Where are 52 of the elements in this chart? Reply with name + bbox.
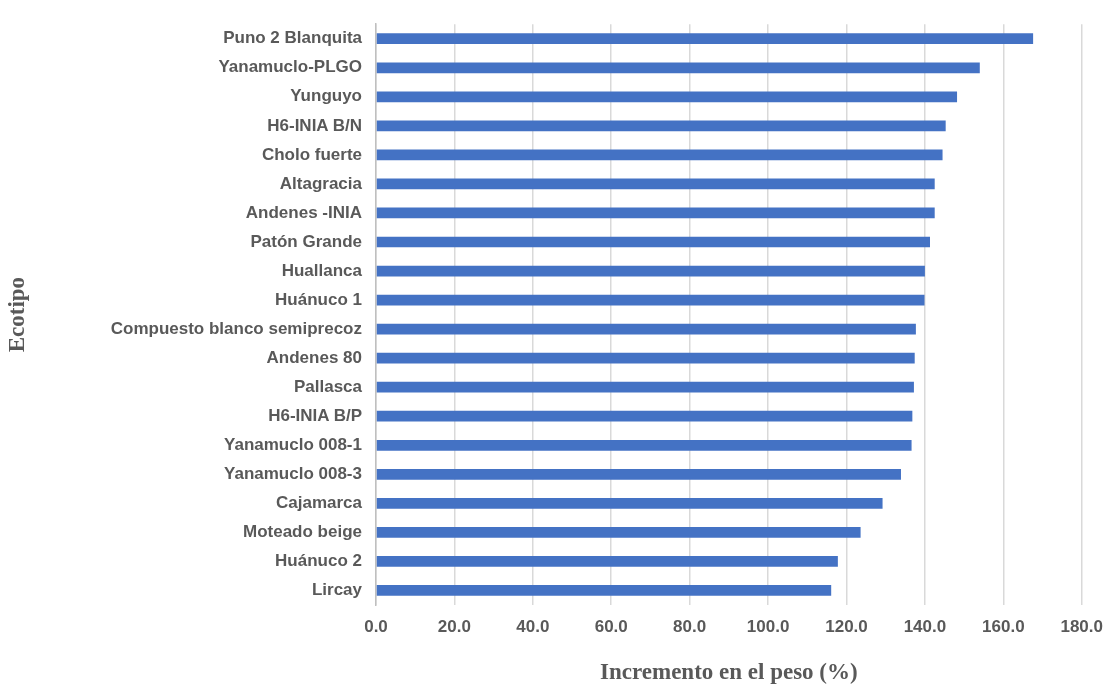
y-tick-label: Huánuco 2 [275, 551, 362, 571]
bar [376, 381, 914, 393]
x-tick-label: 120.0 [825, 616, 868, 636]
bar [376, 294, 925, 306]
y-tick-label: H6-INIA B/N [267, 115, 362, 135]
bar [376, 556, 838, 567]
bar [376, 149, 943, 161]
y-tick-label: Patón Grande [250, 231, 362, 251]
y-tick-label: Cholo fuerte [261, 144, 362, 164]
bar [376, 352, 915, 364]
y-axis-title: Ecotipo [3, 276, 29, 353]
x-tick-label: 40.0 [516, 616, 550, 636]
bar [376, 120, 946, 132]
x-tick-label: 160.0 [982, 616, 1025, 636]
y-tick-label: Puno 2 Blanquita [223, 28, 363, 48]
bar [376, 91, 958, 103]
y-tick-label: Yanamuclo 008-3 [224, 464, 362, 484]
x-tick-label: 20.0 [437, 616, 471, 636]
y-tick-label: Yunguyo [290, 86, 362, 106]
bar [376, 236, 930, 248]
bar [376, 207, 935, 219]
y-tick-label: Yanamuclo 008-1 [224, 434, 362, 454]
y-tick-label: Andenes -INIA [245, 202, 362, 222]
bar [376, 62, 980, 74]
bar [376, 527, 861, 538]
bar [376, 265, 925, 277]
y-tick-label: Huallanca [281, 260, 363, 280]
bar [376, 178, 935, 190]
x-axis-title: Incremento en el peso (%) [600, 659, 858, 685]
bar [376, 410, 913, 422]
y-tick-label: Lircay [311, 580, 363, 600]
bar [376, 439, 912, 451]
x-tick-label: 100.0 [746, 616, 790, 636]
y-tick-label: Compuesto blanco semiprecoz [110, 318, 362, 338]
bar [376, 585, 832, 596]
bar [376, 33, 1034, 45]
x-tick-label: 80.0 [673, 616, 707, 636]
y-tick-label: Huánuco 1 [275, 289, 362, 309]
y-tick-label: Yanamuclo-PLGO [218, 57, 362, 77]
bar [376, 323, 916, 335]
bar [376, 468, 901, 480]
x-tick-label: 0.0 [364, 616, 388, 636]
x-tick-label: 60.0 [594, 616, 628, 636]
y-tick-label: Altagracia [279, 173, 363, 193]
x-tick-label: 180.0 [1060, 616, 1103, 636]
y-tick-label: Andenes 80 [266, 347, 362, 367]
y-tick-label: Cajamarca [275, 493, 363, 513]
bar [376, 497, 883, 509]
y-tick-label: H6-INIA B/P [268, 405, 362, 425]
y-tick-label: Pallasca [293, 376, 363, 396]
y-tick-label: Moteado beige [242, 522, 362, 542]
x-tick-label: 140.0 [903, 616, 947, 636]
